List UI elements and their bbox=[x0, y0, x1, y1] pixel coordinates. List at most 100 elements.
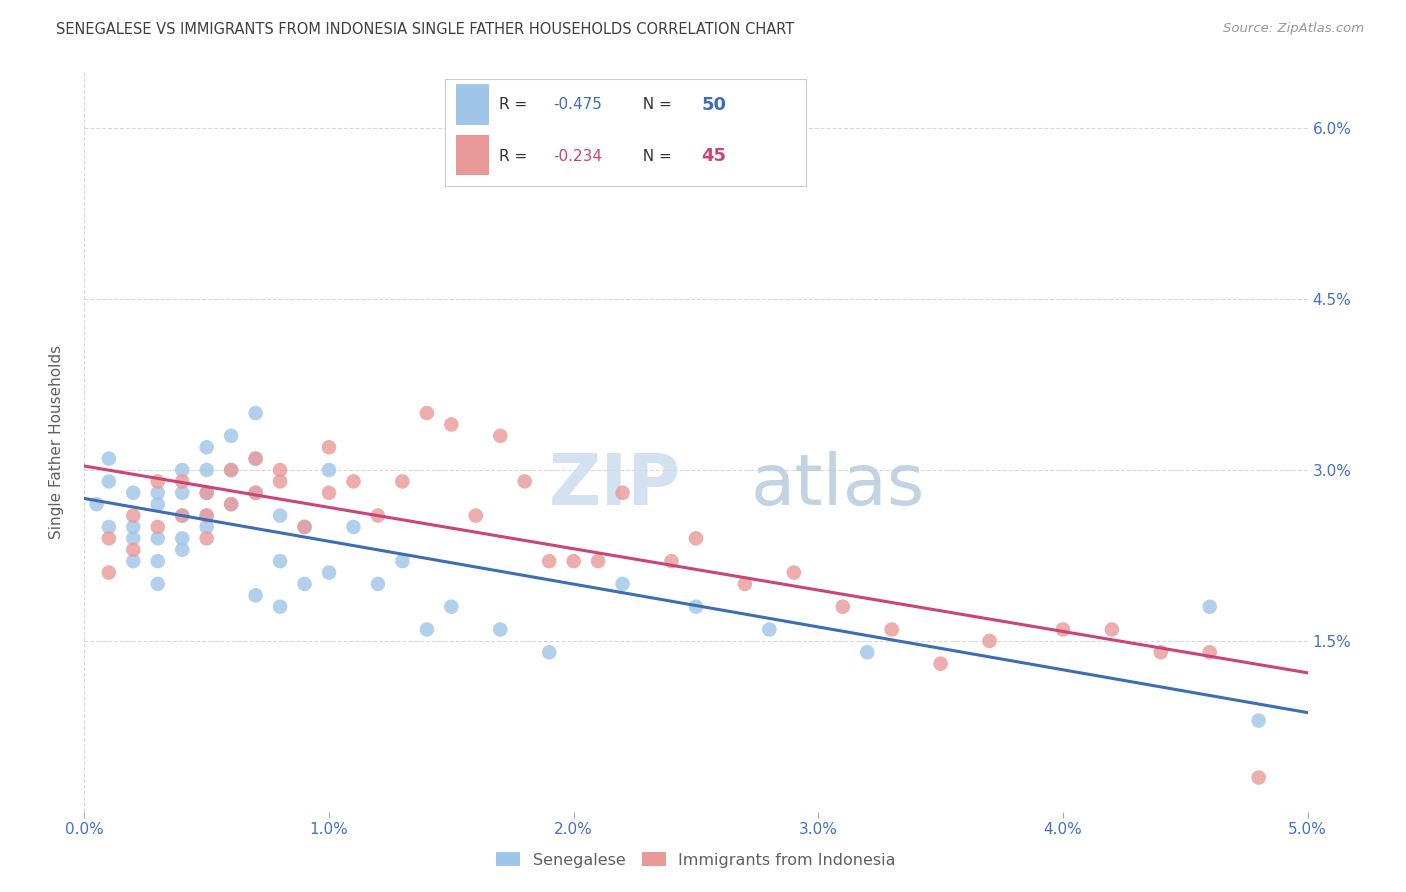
Point bbox=[538, 554, 561, 568]
Point bbox=[195, 532, 218, 546]
Text: SENEGALESE VS IMMIGRANTS FROM INDONESIA SINGLE FATHER HOUSEHOLDS CORRELATION CHA: SENEGALESE VS IMMIGRANTS FROM INDONESIA … bbox=[56, 22, 794, 37]
Point bbox=[195, 485, 218, 500]
Point bbox=[586, 554, 609, 568]
Point bbox=[245, 485, 267, 500]
Point bbox=[269, 463, 291, 477]
Point bbox=[122, 508, 145, 523]
Point bbox=[172, 508, 194, 523]
Point bbox=[367, 508, 389, 523]
Point bbox=[685, 532, 707, 546]
Point bbox=[219, 463, 242, 477]
Point bbox=[513, 475, 536, 489]
Point bbox=[294, 577, 316, 591]
Point bbox=[1052, 623, 1074, 637]
Point bbox=[172, 475, 194, 489]
Text: Source: ZipAtlas.com: Source: ZipAtlas.com bbox=[1223, 22, 1364, 36]
Point bbox=[172, 508, 194, 523]
Y-axis label: Single Father Households: Single Father Households bbox=[49, 344, 63, 539]
Point bbox=[1198, 645, 1220, 659]
Point bbox=[122, 554, 145, 568]
Point bbox=[464, 508, 486, 523]
Point bbox=[269, 508, 291, 523]
Point bbox=[146, 485, 169, 500]
Point bbox=[97, 532, 120, 546]
Point bbox=[342, 475, 364, 489]
Point bbox=[856, 645, 879, 659]
Point bbox=[342, 520, 364, 534]
Point bbox=[294, 520, 316, 534]
Point bbox=[269, 475, 291, 489]
Point bbox=[146, 554, 169, 568]
Point bbox=[612, 485, 634, 500]
Point bbox=[489, 429, 512, 443]
Point bbox=[1101, 623, 1123, 637]
Point bbox=[97, 566, 120, 580]
Point bbox=[391, 554, 413, 568]
Point bbox=[122, 532, 145, 546]
Point bbox=[440, 599, 463, 614]
Point bbox=[245, 451, 267, 466]
Legend: Senegalese, Immigrants from Indonesia: Senegalese, Immigrants from Indonesia bbox=[489, 846, 903, 874]
Point bbox=[245, 485, 267, 500]
Point bbox=[562, 554, 585, 568]
Text: ZIP: ZIP bbox=[550, 451, 682, 520]
Point bbox=[146, 520, 169, 534]
Point bbox=[367, 577, 389, 591]
Point bbox=[195, 508, 218, 523]
Point bbox=[612, 577, 634, 591]
Point bbox=[172, 542, 194, 557]
Point bbox=[294, 520, 316, 534]
Point bbox=[195, 485, 218, 500]
Point bbox=[146, 475, 169, 489]
Point bbox=[86, 497, 108, 511]
Point bbox=[219, 463, 242, 477]
Point bbox=[758, 623, 780, 637]
Point bbox=[97, 475, 120, 489]
Point bbox=[269, 554, 291, 568]
Point bbox=[122, 520, 145, 534]
Point bbox=[245, 451, 267, 466]
Point bbox=[146, 577, 169, 591]
Point bbox=[489, 623, 512, 637]
Point bbox=[219, 497, 242, 511]
Text: atlas: atlas bbox=[751, 451, 925, 520]
Point bbox=[97, 451, 120, 466]
Point bbox=[440, 417, 463, 432]
Point bbox=[979, 633, 1001, 648]
Point bbox=[269, 599, 291, 614]
Point bbox=[245, 588, 267, 602]
Point bbox=[783, 566, 806, 580]
Point bbox=[831, 599, 853, 614]
Point bbox=[391, 475, 413, 489]
Point bbox=[318, 463, 340, 477]
Point bbox=[146, 497, 169, 511]
Point bbox=[1247, 771, 1270, 785]
Point bbox=[245, 406, 267, 420]
Point bbox=[1150, 645, 1173, 659]
Point bbox=[195, 463, 218, 477]
Point bbox=[880, 623, 903, 637]
Point bbox=[661, 554, 683, 568]
Point bbox=[172, 532, 194, 546]
Point bbox=[172, 485, 194, 500]
Point bbox=[122, 542, 145, 557]
Point bbox=[146, 532, 169, 546]
Point bbox=[929, 657, 952, 671]
Point bbox=[195, 520, 218, 534]
Point bbox=[195, 440, 218, 454]
Point bbox=[219, 497, 242, 511]
Point bbox=[318, 485, 340, 500]
Point bbox=[122, 485, 145, 500]
Point bbox=[416, 406, 439, 420]
Point bbox=[318, 566, 340, 580]
Point bbox=[1247, 714, 1270, 728]
Point bbox=[1198, 599, 1220, 614]
Point bbox=[685, 599, 707, 614]
Point bbox=[97, 520, 120, 534]
Point bbox=[195, 508, 218, 523]
Point bbox=[416, 623, 439, 637]
Point bbox=[172, 463, 194, 477]
Point bbox=[318, 440, 340, 454]
Point bbox=[219, 429, 242, 443]
Point bbox=[734, 577, 756, 591]
